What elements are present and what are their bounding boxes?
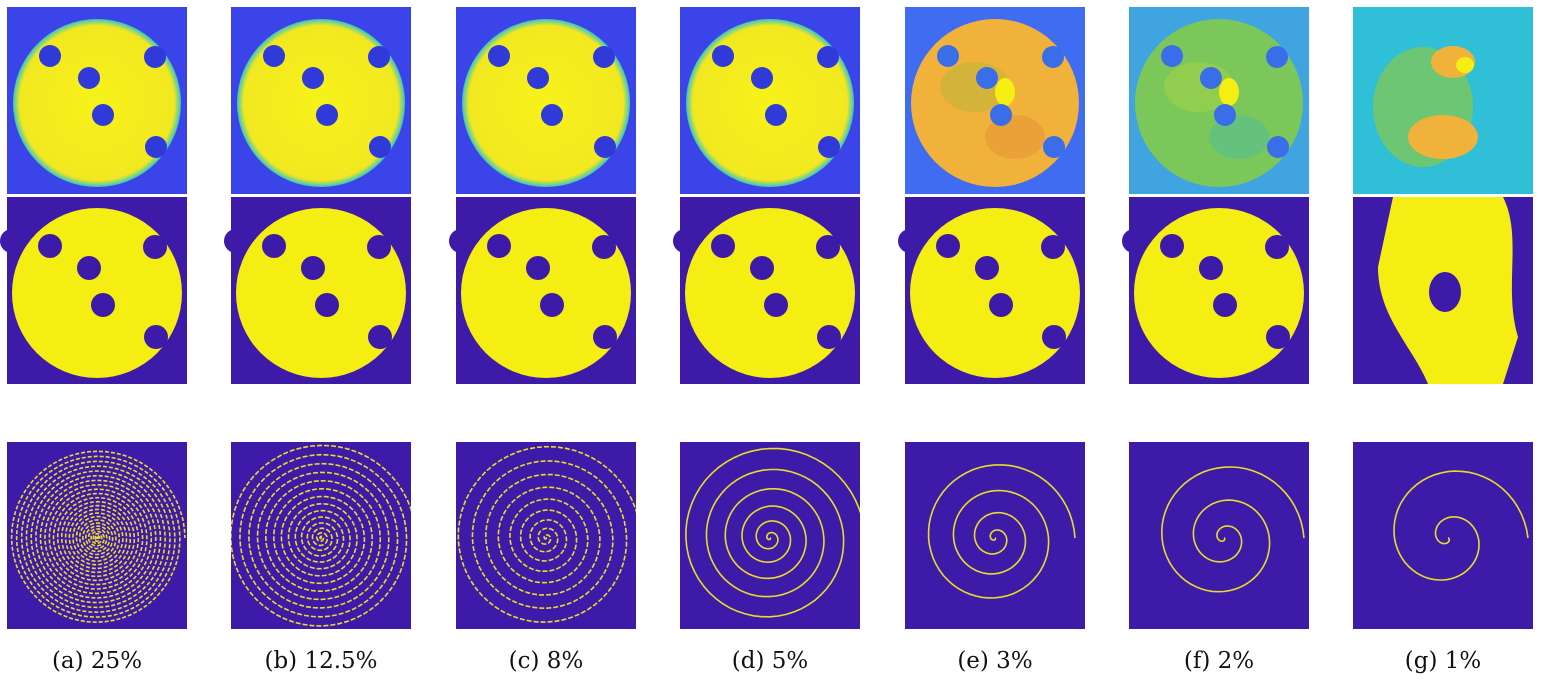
segmentation-image-g: [1353, 197, 1533, 384]
caption-d: (d) 5%: [731, 648, 809, 674]
caption-f: (f) 2%: [1183, 648, 1255, 674]
segmentation-image-a: [0, 197, 187, 384]
segmentation-image-b: [224, 197, 411, 384]
reconstruction-image-d: [680, 7, 860, 194]
sampling-pattern-a: [7, 442, 187, 629]
caption-c: (c) 8%: [508, 648, 584, 674]
sampling-pattern-c: [456, 442, 636, 629]
segmentation-image-d: [673, 197, 860, 384]
reconstruction-image-e: [905, 7, 1085, 194]
reconstruction-image-g: [1353, 7, 1533, 194]
reconstruction-image-b: [231, 7, 411, 194]
segmentation-image-e: [898, 197, 1085, 384]
caption-e: (e) 3%: [957, 648, 1033, 674]
reconstruction-image-c: [456, 7, 636, 194]
sampling-pattern-g: [1353, 442, 1533, 629]
sampling-pattern-f: [1129, 442, 1309, 629]
reconstruction-image-f: [1129, 7, 1309, 194]
caption-g: (g) 1%: [1404, 648, 1482, 674]
sampling-pattern-b: [231, 442, 411, 629]
sampling-pattern-d: [680, 442, 860, 629]
figure-panels: [0, 7, 1533, 629]
segmentation-image-c: [449, 197, 636, 384]
sampling-pattern-e: [905, 442, 1085, 629]
reconstruction-image-a: [7, 7, 187, 194]
segmentation-image-f: [1122, 197, 1309, 384]
caption-a: (a) 25%: [51, 648, 143, 674]
caption-b: (b) 12.5%: [264, 648, 378, 674]
